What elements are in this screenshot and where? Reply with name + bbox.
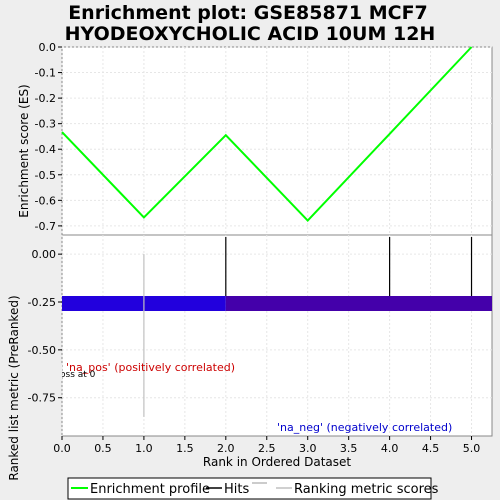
x-axis: 0.0 0.5 1.0 1.5 2.0 2.5 3.0 3.5 4.0 4.5 5.0 xyxy=(53,436,480,455)
legend: Enrichment profile Hits Ranking metric s… xyxy=(67,477,439,500)
es-y-tick-label: -0.2 xyxy=(35,92,56,105)
metric-y-tick-label: 0.00 xyxy=(32,248,57,261)
metric-y-axis-label: Ranked list metric (PreRanked) xyxy=(7,295,21,480)
legend-label-enrichment-profile: Enrichment profile xyxy=(90,482,210,497)
x-tick-label: 0.5 xyxy=(94,442,112,455)
enrichment-profile-line xyxy=(61,46,473,222)
es-y-axis: 0.0 -0.1 -0.2 -0.3 -0.4 -0.5 -0.6 -0.7 xyxy=(35,41,62,233)
x-tick-label: 3.0 xyxy=(299,442,317,455)
x-tick-label: 0.0 xyxy=(53,442,71,455)
legend-box xyxy=(67,477,432,500)
es-plot-area xyxy=(61,46,493,236)
metric-y-tick-label: -0.50 xyxy=(28,344,56,357)
x-tick-label: 2.0 xyxy=(217,442,235,455)
es-y-tick-label: -0.7 xyxy=(35,220,56,233)
metric-y-tick-label: -0.75 xyxy=(28,392,56,405)
metric-y-tick-label: -0.25 xyxy=(28,296,56,309)
x-tick-label: 5.0 xyxy=(463,442,481,455)
legend-label-ranking-metric: Ranking metric scores xyxy=(294,482,439,497)
hits-track xyxy=(225,237,473,296)
ranking-metric-bars xyxy=(143,254,145,417)
es-y-tick-label: -0.3 xyxy=(35,118,56,131)
color-bar-segment xyxy=(225,296,493,311)
es-y-tick-label: -0.1 xyxy=(35,67,56,80)
es-y-axis-label: Enrichment score (ES) xyxy=(17,84,31,217)
es-y-tick-label: -0.5 xyxy=(35,169,56,182)
es-y-tick-label: 0.0 xyxy=(39,41,57,54)
es-y-tick-label: -0.6 xyxy=(35,194,56,207)
x-tick-label: 4.5 xyxy=(422,442,440,455)
es-gridlines xyxy=(61,46,492,235)
x-axis-label: Rank in Ordered Dataset xyxy=(203,455,351,469)
na-neg-annotation: 'na_neg' (negatively correlated) xyxy=(277,421,452,434)
metric-y-axis: 0.00 -0.25 -0.50 -0.75 xyxy=(28,248,62,405)
chart-title-line-1: Enrichment plot: GSE85871 MCF7 xyxy=(68,2,428,24)
ranked-color-bar xyxy=(62,296,493,311)
x-tick-label: 1.5 xyxy=(176,442,194,455)
x-tick-label: 3.5 xyxy=(340,442,358,455)
zero-cross-mask xyxy=(0,365,62,381)
na-pos-annotation: 'na_pos' (positively correlated) xyxy=(66,361,235,374)
chart-title-line-2: HYODEOXYCHOLIC ACID 10UM 12H xyxy=(65,23,436,45)
legend-label-hits: Hits xyxy=(224,482,249,497)
x-tick-label: 2.5 xyxy=(258,442,276,455)
x-tick-label: 4.0 xyxy=(381,442,399,455)
x-tick-label: 1.0 xyxy=(135,442,153,455)
es-y-tick-label: -0.4 xyxy=(35,143,56,156)
metric-plot-area xyxy=(61,234,493,437)
